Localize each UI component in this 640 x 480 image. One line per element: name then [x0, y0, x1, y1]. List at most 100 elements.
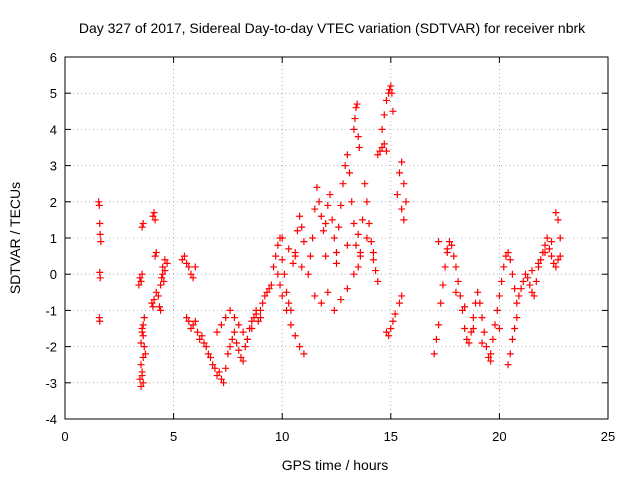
data-point	[239, 328, 247, 336]
data-point	[537, 256, 545, 264]
data-point	[352, 241, 360, 249]
data-point	[395, 299, 403, 307]
data-point	[554, 216, 562, 224]
data-point	[515, 292, 523, 300]
data-point	[159, 270, 167, 278]
data-point	[151, 252, 159, 260]
data-point	[443, 245, 451, 253]
data-point	[545, 245, 553, 253]
data-point	[495, 292, 503, 300]
data-point	[187, 270, 195, 278]
x-tick-label: 10	[275, 429, 289, 444]
data-point	[339, 180, 347, 188]
data-point	[291, 332, 299, 340]
data-point	[452, 288, 460, 296]
data-point	[387, 325, 395, 332]
data-point	[437, 299, 445, 307]
data-point	[139, 220, 147, 228]
data-point	[517, 285, 525, 293]
data-point	[183, 259, 191, 267]
data-point	[139, 332, 147, 340]
y-tick-label: -3	[45, 376, 57, 391]
data-point	[198, 332, 206, 340]
data-point	[189, 274, 197, 282]
data-point	[291, 252, 299, 260]
data-point	[217, 375, 225, 383]
data-point	[478, 314, 486, 322]
data-point	[278, 256, 286, 264]
data-point	[352, 104, 360, 112]
y-tick-label: 6	[50, 50, 57, 65]
data-point	[157, 306, 165, 314]
data-point	[235, 321, 243, 329]
data-point	[467, 328, 475, 336]
data-point	[378, 125, 386, 133]
data-point	[324, 288, 332, 296]
data-point	[333, 259, 340, 267]
data-point	[388, 89, 396, 97]
data-point	[556, 234, 564, 242]
data-point	[136, 274, 144, 282]
data-point	[493, 306, 501, 314]
data-point	[300, 238, 308, 246]
data-point	[178, 256, 186, 264]
data-point	[226, 306, 234, 314]
data-point	[495, 325, 503, 332]
data-point	[398, 205, 406, 213]
data-point	[541, 248, 549, 256]
data-point	[193, 328, 201, 336]
y-tick-label: 3	[50, 159, 57, 174]
data-point	[552, 263, 560, 271]
data-point	[274, 270, 282, 278]
data-point	[341, 162, 349, 170]
data-point	[367, 238, 375, 246]
data-point	[333, 248, 340, 256]
data-point	[385, 332, 393, 340]
y-tick-label: 1	[50, 231, 57, 246]
data-point	[374, 151, 382, 159]
data-point	[450, 252, 458, 260]
data-point	[202, 343, 210, 351]
data-point	[398, 292, 406, 300]
data-point	[304, 270, 312, 278]
data-point	[278, 234, 286, 242]
data-point	[256, 314, 264, 322]
data-point	[506, 350, 514, 358]
data-point	[435, 321, 443, 329]
data-point	[359, 216, 367, 224]
data-point	[138, 328, 146, 336]
data-point	[252, 306, 260, 314]
data-point	[380, 111, 388, 119]
data-point	[287, 321, 295, 329]
data-point	[369, 256, 377, 264]
data-point	[311, 205, 319, 213]
data-point	[272, 252, 280, 260]
data-point	[136, 375, 144, 383]
data-point	[382, 328, 390, 336]
data-point	[159, 263, 167, 271]
x-tick-label: 20	[492, 429, 506, 444]
data-point	[502, 252, 510, 260]
data-point	[149, 212, 157, 220]
data-point	[343, 151, 351, 159]
data-point	[350, 220, 358, 228]
data-point	[140, 314, 148, 322]
data-point	[489, 335, 497, 343]
chart-title: Day 327 of 2017, Sidereal Day-to-day VTE…	[79, 20, 586, 36]
data-point	[187, 325, 195, 332]
data-point	[400, 180, 408, 188]
data-point	[95, 201, 103, 209]
x-axis-label: GPS time / hours	[282, 457, 389, 473]
data-point	[230, 328, 238, 336]
data-point	[191, 263, 199, 271]
data-point	[445, 238, 453, 246]
data-point	[519, 277, 527, 285]
data-point	[224, 350, 232, 358]
data-point	[454, 277, 462, 285]
data-point	[139, 379, 147, 387]
data-point	[374, 277, 382, 285]
y-tick-label: -4	[45, 412, 57, 427]
y-tick-label: 0	[50, 267, 57, 282]
data-point	[456, 292, 464, 300]
data-point	[250, 314, 258, 322]
